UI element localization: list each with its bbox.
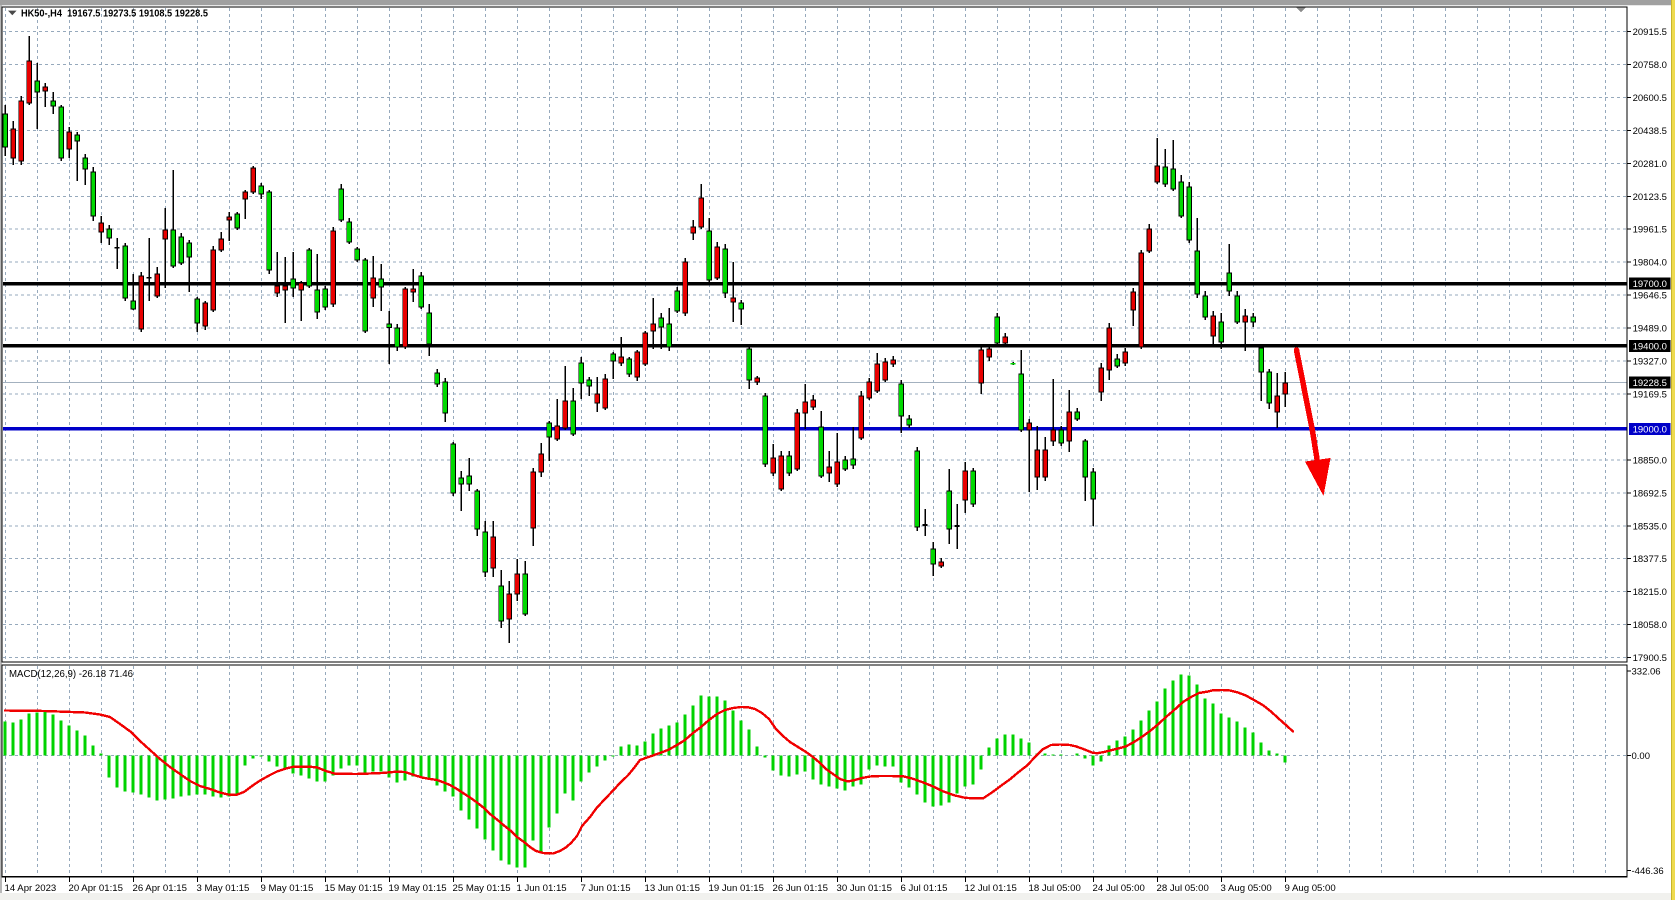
svg-text:18 Jul 05:00: 18 Jul 05:00 — [1029, 883, 1081, 894]
svg-text:19169.5: 19169.5 — [1633, 389, 1667, 400]
svg-text:9 Aug 05:00: 9 Aug 05:00 — [1285, 883, 1336, 894]
svg-text:30 Jun 01:15: 30 Jun 01:15 — [837, 883, 892, 894]
svg-text:20600.5: 20600.5 — [1633, 93, 1667, 104]
svg-text:HK50-,H4 19167.5 19273.5 1910: HK50-,H4 19167.5 19273.5 19108.5 19228.5 — [21, 8, 208, 19]
svg-text:20438.5: 20438.5 — [1633, 126, 1667, 137]
svg-text:14 Apr 2023: 14 Apr 2023 — [5, 883, 57, 894]
svg-text:18377.5: 18377.5 — [1633, 554, 1667, 565]
svg-text:15 May 01:15: 15 May 01:15 — [325, 883, 383, 894]
svg-text:19700.0: 19700.0 — [1633, 279, 1667, 290]
svg-text:20915.5: 20915.5 — [1633, 27, 1667, 38]
svg-text:28 Jul 05:00: 28 Jul 05:00 — [1157, 883, 1209, 894]
svg-text:18535.0: 18535.0 — [1633, 521, 1667, 532]
svg-text:18850.0: 18850.0 — [1633, 455, 1667, 466]
svg-text:9 May 01:15: 9 May 01:15 — [261, 883, 314, 894]
svg-text:7 Jun 01:15: 7 Jun 01:15 — [581, 883, 631, 894]
svg-text:19646.5: 19646.5 — [1633, 291, 1667, 302]
svg-text:MACD(12,26,9) -26.18 71.46: MACD(12,26,9) -26.18 71.46 — [9, 669, 134, 680]
svg-text:6 Jul 01:15: 6 Jul 01:15 — [901, 883, 948, 894]
svg-text:19000.0: 19000.0 — [1633, 424, 1667, 435]
svg-text:12 Jul 01:15: 12 Jul 01:15 — [965, 883, 1017, 894]
svg-text:17900.5: 17900.5 — [1633, 653, 1667, 664]
svg-text:19228.5: 19228.5 — [1633, 378, 1667, 389]
svg-text:19327.0: 19327.0 — [1633, 357, 1667, 368]
svg-text:1 Jun 01:15: 1 Jun 01:15 — [517, 883, 567, 894]
svg-text:19 Jun 01:15: 19 Jun 01:15 — [709, 883, 764, 894]
svg-text:24 Jul 05:00: 24 Jul 05:00 — [1093, 883, 1145, 894]
svg-text:18058.0: 18058.0 — [1633, 620, 1667, 631]
svg-text:19 May 01:15: 19 May 01:15 — [389, 883, 447, 894]
svg-text:18215.0: 18215.0 — [1633, 587, 1667, 598]
svg-text:-446.36: -446.36 — [1632, 866, 1664, 877]
svg-text:3 May 01:15: 3 May 01:15 — [197, 883, 250, 894]
svg-text:18692.5: 18692.5 — [1633, 488, 1667, 499]
svg-text:26 Apr 01:15: 26 Apr 01:15 — [133, 883, 187, 894]
svg-text:19400.0: 19400.0 — [1633, 341, 1667, 352]
svg-text:19961.5: 19961.5 — [1633, 225, 1667, 236]
svg-text:20758.0: 20758.0 — [1633, 60, 1667, 71]
svg-text:13 Jun 01:15: 13 Jun 01:15 — [645, 883, 700, 894]
svg-text:25 May 01:15: 25 May 01:15 — [453, 883, 511, 894]
svg-text:26 Jun 01:15: 26 Jun 01:15 — [773, 883, 828, 894]
svg-text:20281.0: 20281.0 — [1633, 159, 1667, 170]
svg-text:20 Apr 01:15: 20 Apr 01:15 — [69, 883, 123, 894]
svg-text:332.06: 332.06 — [1632, 666, 1661, 677]
svg-text:0.00: 0.00 — [1632, 751, 1651, 762]
svg-text:3 Aug 05:00: 3 Aug 05:00 — [1221, 883, 1272, 894]
svg-text:20123.5: 20123.5 — [1633, 192, 1667, 203]
svg-text:19489.0: 19489.0 — [1633, 324, 1667, 335]
svg-text:19804.0: 19804.0 — [1633, 258, 1667, 269]
